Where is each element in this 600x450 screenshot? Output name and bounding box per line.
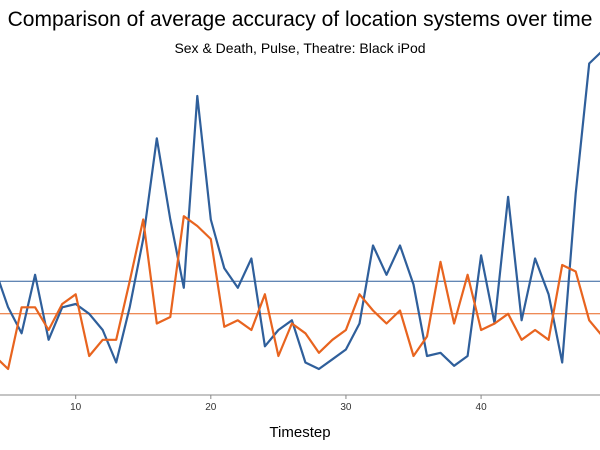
chart-subtitle: Sex & Death, Pulse, Theatre: Black iPod: [174, 40, 426, 56]
series-line-1: [0, 51, 600, 371]
x-tick-label: 30: [340, 402, 352, 413]
x-tick-label: 40: [476, 402, 488, 413]
chart-title: Comparison of average accuracy of locati…: [7, 8, 593, 31]
x-tick-label: 10: [70, 402, 82, 413]
x-tick-label: 20: [205, 402, 217, 413]
series-line-2: [0, 215, 600, 371]
x-axis-title: Timestep: [269, 424, 331, 441]
